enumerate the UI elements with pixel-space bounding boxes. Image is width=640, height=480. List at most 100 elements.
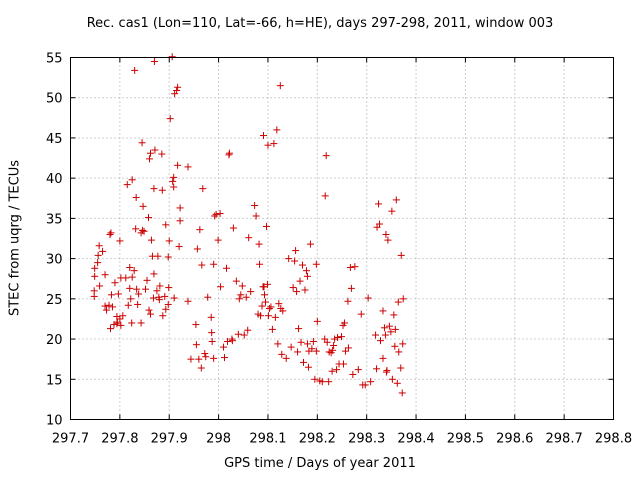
data-point — [162, 221, 170, 229]
data-point — [399, 295, 407, 303]
data-point — [328, 367, 336, 375]
x-tick-label: 297.8 — [101, 432, 138, 447]
data-point — [108, 303, 116, 311]
data-point — [128, 176, 136, 184]
data-point — [296, 277, 304, 285]
data-point — [384, 236, 392, 244]
data-point — [293, 288, 301, 296]
data-point — [346, 263, 354, 271]
data-point — [195, 355, 203, 363]
data-point — [397, 364, 405, 372]
data-point — [169, 177, 177, 185]
data-point — [111, 279, 119, 287]
data-point — [364, 294, 372, 302]
data-point — [96, 282, 104, 290]
data-point — [397, 251, 405, 259]
data-point — [268, 325, 276, 333]
data-point — [150, 185, 158, 193]
data-point — [391, 325, 399, 333]
data-point — [145, 306, 153, 314]
data-point — [229, 224, 237, 232]
data-point — [393, 379, 401, 387]
data-point — [292, 247, 300, 255]
data-point — [99, 247, 107, 255]
data-point — [240, 331, 248, 339]
data-point — [146, 310, 154, 318]
data-point — [232, 277, 240, 285]
y-tick-label: 40 — [46, 172, 63, 187]
data-point — [261, 298, 269, 306]
data-point — [354, 366, 362, 374]
data-point — [330, 341, 338, 349]
data-point — [257, 312, 265, 320]
data-point — [165, 284, 173, 292]
data-point — [165, 237, 173, 245]
data-point — [244, 326, 252, 334]
data-point — [192, 321, 200, 329]
y-tick-label: 45 — [46, 132, 63, 147]
data-point — [341, 347, 349, 355]
data-point — [245, 234, 253, 242]
data-point — [138, 139, 146, 147]
data-point — [225, 149, 233, 157]
data-point — [95, 242, 103, 250]
y-tick-label: 35 — [46, 212, 63, 227]
data-point — [220, 343, 228, 351]
data-point — [170, 173, 178, 181]
data-point — [381, 331, 389, 339]
data-point — [223, 337, 231, 345]
data-point — [150, 270, 158, 278]
data-point — [383, 366, 391, 374]
data-point — [388, 375, 396, 383]
data-point — [387, 328, 395, 336]
data-point — [252, 212, 260, 220]
data-point — [344, 297, 352, 305]
data-point — [122, 274, 130, 282]
data-point — [398, 389, 406, 397]
data-point — [132, 193, 140, 201]
data-point — [144, 214, 152, 222]
data-point — [375, 200, 383, 208]
data-point — [289, 284, 297, 292]
data-point — [395, 348, 403, 356]
data-point — [333, 366, 341, 374]
data-point — [214, 236, 222, 244]
data-point — [372, 331, 380, 339]
x-tick-label: 297.9 — [151, 432, 188, 447]
data-point — [126, 284, 134, 292]
data-point — [127, 295, 135, 303]
data-point — [202, 353, 210, 361]
data-point — [139, 226, 147, 234]
data-point — [153, 287, 161, 295]
data-point — [94, 259, 102, 267]
data-point — [106, 230, 114, 238]
data-point — [124, 301, 132, 309]
data-point — [133, 285, 141, 293]
data-point — [344, 344, 352, 352]
data-point — [278, 350, 286, 358]
data-point — [392, 196, 400, 204]
data-point — [126, 263, 134, 271]
data-point — [312, 347, 320, 355]
data-point — [311, 375, 319, 383]
data-point — [304, 363, 312, 371]
data-point — [390, 311, 398, 319]
data-point — [158, 186, 166, 194]
data-point — [134, 300, 142, 308]
data-point — [150, 58, 158, 66]
data-point — [394, 298, 402, 306]
data-point — [208, 337, 216, 345]
data-point — [143, 276, 151, 284]
data-point — [201, 350, 209, 358]
data-point — [170, 183, 178, 191]
data-point — [361, 381, 369, 389]
data-point — [147, 236, 155, 244]
data-point — [94, 251, 102, 259]
data-point — [132, 225, 140, 233]
data-point — [303, 272, 311, 280]
data-point — [351, 263, 359, 271]
axis-ticks: 297.7 297.8 297.9 298 298.1 298.2 298.3 298.4 29… — [46, 52, 632, 447]
x-tick-label: 298.4 — [397, 432, 434, 447]
data-point — [116, 315, 124, 323]
data-point — [275, 300, 283, 308]
